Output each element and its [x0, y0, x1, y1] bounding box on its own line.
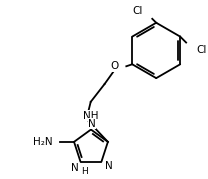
Text: N: N [71, 163, 79, 173]
Text: Cl: Cl [196, 45, 206, 55]
Text: H₂N: H₂N [33, 137, 52, 147]
Text: NH: NH [83, 111, 98, 121]
Text: Cl: Cl [132, 6, 142, 16]
Text: N: N [105, 161, 113, 171]
Text: N: N [88, 119, 96, 129]
Text: O: O [110, 61, 118, 71]
Text: H: H [81, 167, 88, 176]
